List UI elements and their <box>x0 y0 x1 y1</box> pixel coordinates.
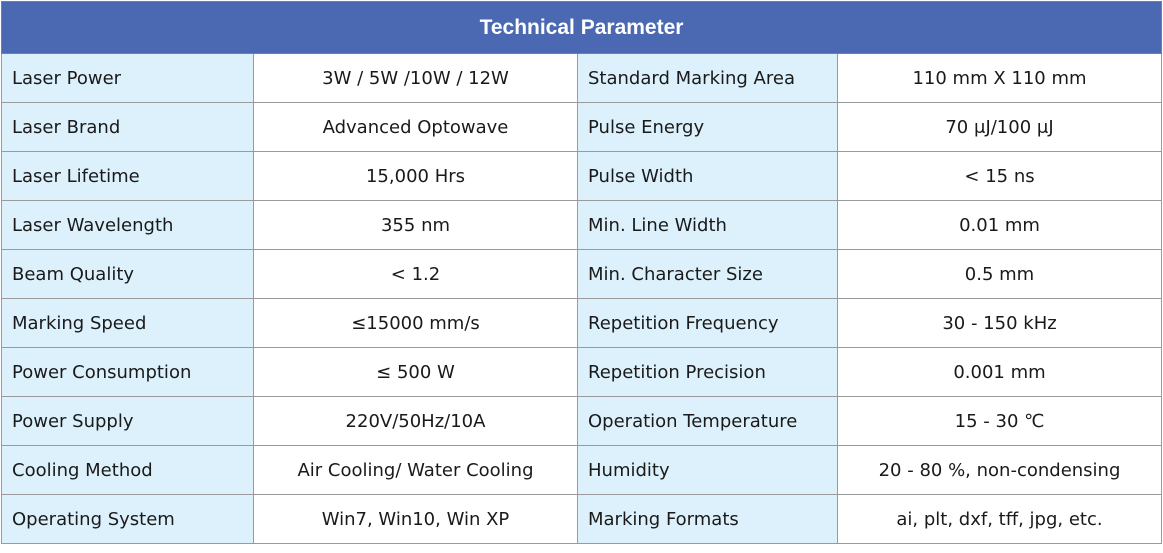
parameter-value: 70 μJ/100 μJ <box>836 102 1163 152</box>
parameter-name: Power Supply <box>1 396 254 446</box>
parameter-name: Repetition Frequency <box>577 298 838 348</box>
table-row: Operating System Win7, Win10, Win XP Marki… <box>1 494 1163 544</box>
table-row: Cooling Method Air Cooling/ Water Cooling… <box>1 445 1163 495</box>
parameter-name: Laser Power <box>1 53 254 103</box>
parameter-value: 0.5 mm <box>836 249 1163 299</box>
table-row: Power Consumption ≤ 500 W Repetition Preci… <box>1 347 1163 397</box>
parameter-name: Beam Quality <box>1 249 254 299</box>
parameter-name: Laser Lifetime <box>1 151 254 201</box>
table-row: Laser Wavelength 355 nm Min. Line Width 0.0… <box>1 200 1163 250</box>
parameter-value: 0.001 mm <box>836 347 1163 397</box>
parameter-value: 15 - 30 ℃ <box>836 396 1163 446</box>
parameter-value: 15,000 Hrs <box>253 151 578 201</box>
parameter-name: Min. Line Width <box>577 200 838 250</box>
parameter-name: Repetition Precision <box>577 347 838 397</box>
parameter-name: Power Consumption <box>1 347 254 397</box>
table-row: Laser Power 3W / 5W /10W / 12W Standard Ma… <box>1 53 1163 103</box>
parameter-name: Pulse Energy <box>577 102 838 152</box>
parameter-name: Operating System <box>1 494 254 544</box>
table-row: Laser Brand Advanced Optowave Pulse Energy… <box>1 102 1163 152</box>
parameter-value: 355 nm <box>253 200 578 250</box>
parameter-value: 20 - 80 %, non-condensing <box>836 445 1163 495</box>
parameter-value: Air Cooling/ Water Cooling <box>253 445 578 495</box>
parameter-value: 220V/50Hz/10A <box>253 396 578 446</box>
parameter-name: Marking Speed <box>1 298 254 348</box>
table-title: Technical Parameter <box>0 1 1163 54</box>
parameter-value: 110 mm X 110 mm <box>836 53 1163 103</box>
parameter-value: 30 - 150 kHz <box>836 298 1163 348</box>
parameter-name: Marking Formats <box>577 494 838 544</box>
parameter-name: Laser Wavelength <box>1 200 254 250</box>
parameter-value: Win7, Win10, Win XP <box>253 494 578 544</box>
table-row: Power Supply 220V/50Hz/10A Operation Tempe… <box>1 396 1163 446</box>
parameter-value: ≤15000 mm/s <box>253 298 578 348</box>
parameter-value: ai, plt, dxf, tff, jpg, etc. <box>836 494 1163 544</box>
table-row: Beam Quality < 1.2 Min. Character Size 0.5 … <box>1 249 1163 299</box>
parameter-name: Operation Temperature <box>577 396 838 446</box>
parameter-value: < 1.2 <box>253 249 578 299</box>
parameter-name: Min. Character Size <box>577 249 838 299</box>
parameter-value: < 15 ns <box>836 151 1163 201</box>
parameter-name: Laser Brand <box>1 102 254 152</box>
parameter-name: Humidity <box>577 445 838 495</box>
table-row: Laser Lifetime 15,000 Hrs Pulse Width < 15 … <box>1 151 1163 201</box>
parameter-value: 3W / 5W /10W / 12W <box>253 53 578 103</box>
parameter-name: Pulse Width <box>577 151 838 201</box>
parameter-value: Advanced Optowave <box>253 102 578 152</box>
parameter-name: Standard Marking Area <box>577 53 838 103</box>
parameter-name: Cooling Method <box>1 445 254 495</box>
parameter-value: ≤ 500 W <box>253 347 578 397</box>
parameter-value: 0.01 mm <box>836 200 1163 250</box>
table-row: Marking Speed ≤15000 mm/s Repetition Frequ… <box>1 298 1163 348</box>
table-body: Laser Power 3W / 5W /10W / 12W Standard Ma… <box>1 53 1163 544</box>
